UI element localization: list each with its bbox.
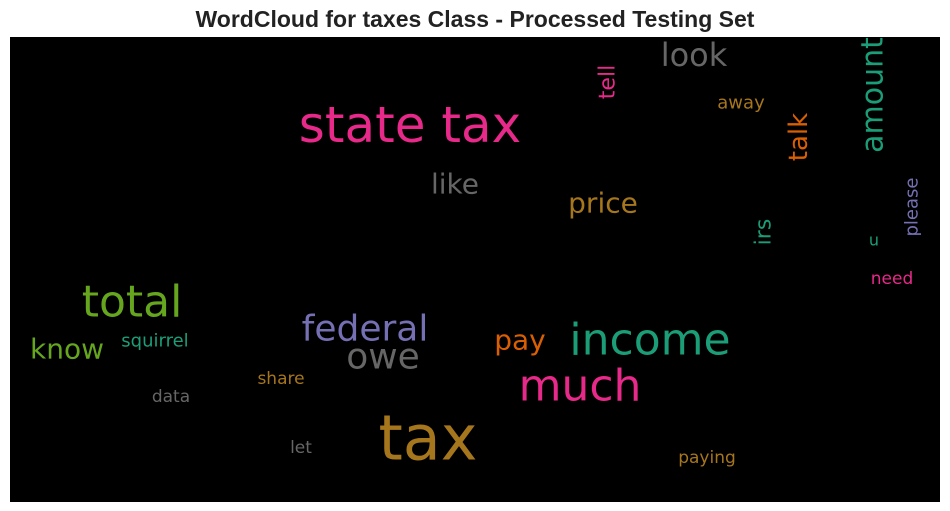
word-need: need — [871, 269, 913, 289]
word-tell: tell — [596, 65, 621, 99]
word-much: much — [519, 361, 642, 412]
word-income: income — [569, 315, 730, 366]
word-please: please — [902, 178, 923, 237]
word-owe: owe — [346, 337, 420, 378]
wordcloud-panel: tax state tax much income total federal owe loo… — [10, 37, 940, 502]
word-talk: talk — [784, 113, 814, 161]
word-paying: paying — [678, 448, 736, 468]
word-look: look — [661, 37, 728, 74]
word-tax: tax — [379, 402, 478, 475]
word-state-tax: state tax — [299, 96, 521, 154]
word-price: price — [568, 187, 638, 220]
word-total: total — [82, 277, 183, 328]
word-irs: irs — [752, 219, 777, 246]
word-like: like — [431, 168, 479, 201]
word-u: u — [869, 231, 879, 250]
word-federal: federal — [302, 309, 429, 350]
word-away: away — [717, 93, 765, 114]
chart-title: WordCloud for taxes Class - Processed Te… — [195, 6, 755, 32]
word-know: know — [30, 333, 104, 366]
word-pay: pay — [494, 324, 546, 357]
word-share: share — [257, 369, 304, 389]
word-data: data — [152, 387, 190, 407]
word-amount: amount — [856, 37, 891, 153]
word-let: let — [290, 438, 312, 458]
word-squirrel: squirrel — [121, 331, 188, 352]
